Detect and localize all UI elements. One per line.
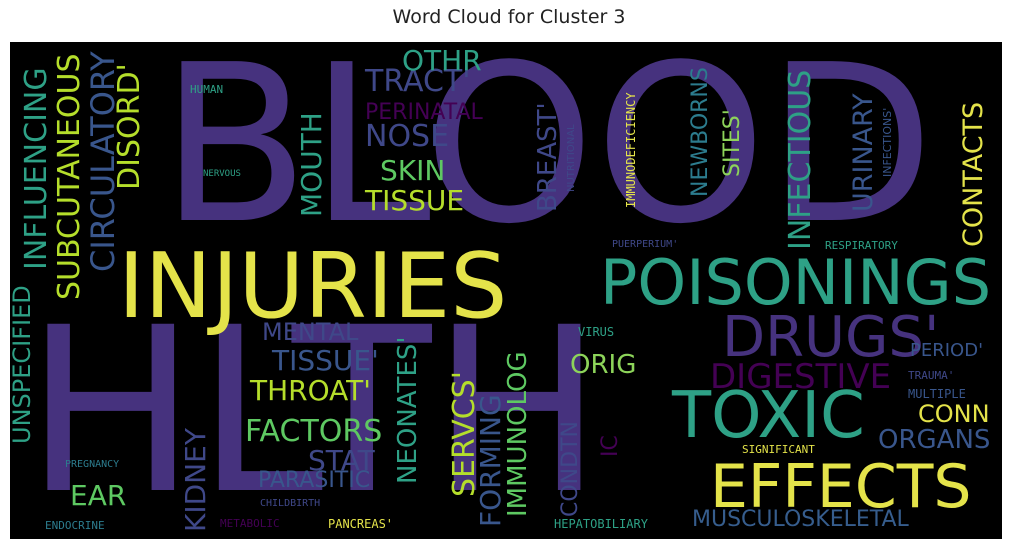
word: TRAUMA'	[908, 369, 955, 382]
word: NERVOUS	[203, 169, 241, 179]
word-cloud: BLOOD HLTH INJURIES POISONINGS TOXIC EFF…	[10, 42, 1002, 539]
word: SUBCUTANEOUS	[52, 53, 87, 301]
word: INFECTIONS'	[881, 107, 894, 177]
word: CONN	[918, 400, 990, 428]
word: IMMUNOLOG	[503, 351, 533, 517]
word: MULTIPLE	[908, 387, 966, 401]
chart-title: Word Cloud for Cluster 3	[392, 6, 626, 28]
word: INFECTIOUS	[783, 69, 818, 250]
word: TISSUE	[365, 184, 465, 217]
word: STAT	[308, 444, 375, 477]
word: BREAST'	[533, 102, 563, 212]
word: SKIN	[380, 154, 446, 187]
word: IC	[598, 435, 623, 457]
word: BLOOD	[160, 42, 935, 272]
word: TRACT'	[365, 64, 471, 99]
word: ORGANS	[878, 425, 991, 455]
word: INJURIES	[118, 234, 508, 339]
word: CONDTN	[558, 421, 583, 517]
word: NEWBORNS	[688, 67, 713, 197]
word: MUSCULOSKELETAL	[692, 507, 909, 532]
word: URINARY	[848, 93, 879, 212]
word: NUTRITIONAL	[566, 124, 577, 192]
word: PREGNANCY	[65, 459, 120, 470]
word: HLTH	[25, 278, 603, 539]
word: CIRCULATORY	[84, 51, 122, 272]
word: EAR	[70, 479, 127, 512]
word: ENDOCRINE	[45, 519, 105, 532]
word: ORIG	[570, 350, 637, 380]
word: OTHR	[402, 44, 482, 77]
word: NEONATES'	[393, 336, 423, 484]
word: FACTORS	[245, 414, 383, 449]
word: DRUGS'	[722, 305, 940, 370]
word: PUERPERIUM'	[612, 239, 679, 250]
word: MOUTH	[295, 112, 328, 217]
word: PERIOD'	[910, 340, 984, 361]
word: RESPIRATORY	[825, 239, 898, 252]
word: HEPATOBILIARY	[554, 517, 648, 531]
word: VIRUS	[578, 325, 615, 339]
word: SIGNIFICANT	[742, 443, 815, 456]
word: FORMING	[474, 394, 507, 527]
word: METABOLIC	[220, 517, 280, 530]
word: HUMAN	[190, 83, 224, 96]
word: PERINATAL	[365, 100, 483, 125]
word: PARASITIC	[258, 468, 371, 493]
word: KIDNEY	[179, 428, 212, 532]
word: INFLUENCING	[19, 67, 54, 270]
word: DIGESTIVE	[710, 357, 892, 397]
word: PANCREAS'	[328, 517, 394, 531]
word: SITES'	[720, 109, 745, 177]
word: TISSUE'	[272, 344, 379, 377]
word: CHILDBIRTH	[260, 498, 321, 509]
word: NOSE	[365, 119, 450, 154]
word: IMMUNODEFICIENCY	[624, 92, 638, 208]
word: MENTAL	[262, 318, 359, 346]
word: EFFECTS	[710, 452, 972, 522]
word: POISONINGS	[600, 246, 992, 319]
word: THROAT'	[250, 374, 371, 407]
word: CONTACTS	[958, 101, 989, 247]
word: TOXIC	[672, 379, 865, 453]
word: UNSPECIFIED	[10, 285, 36, 444]
